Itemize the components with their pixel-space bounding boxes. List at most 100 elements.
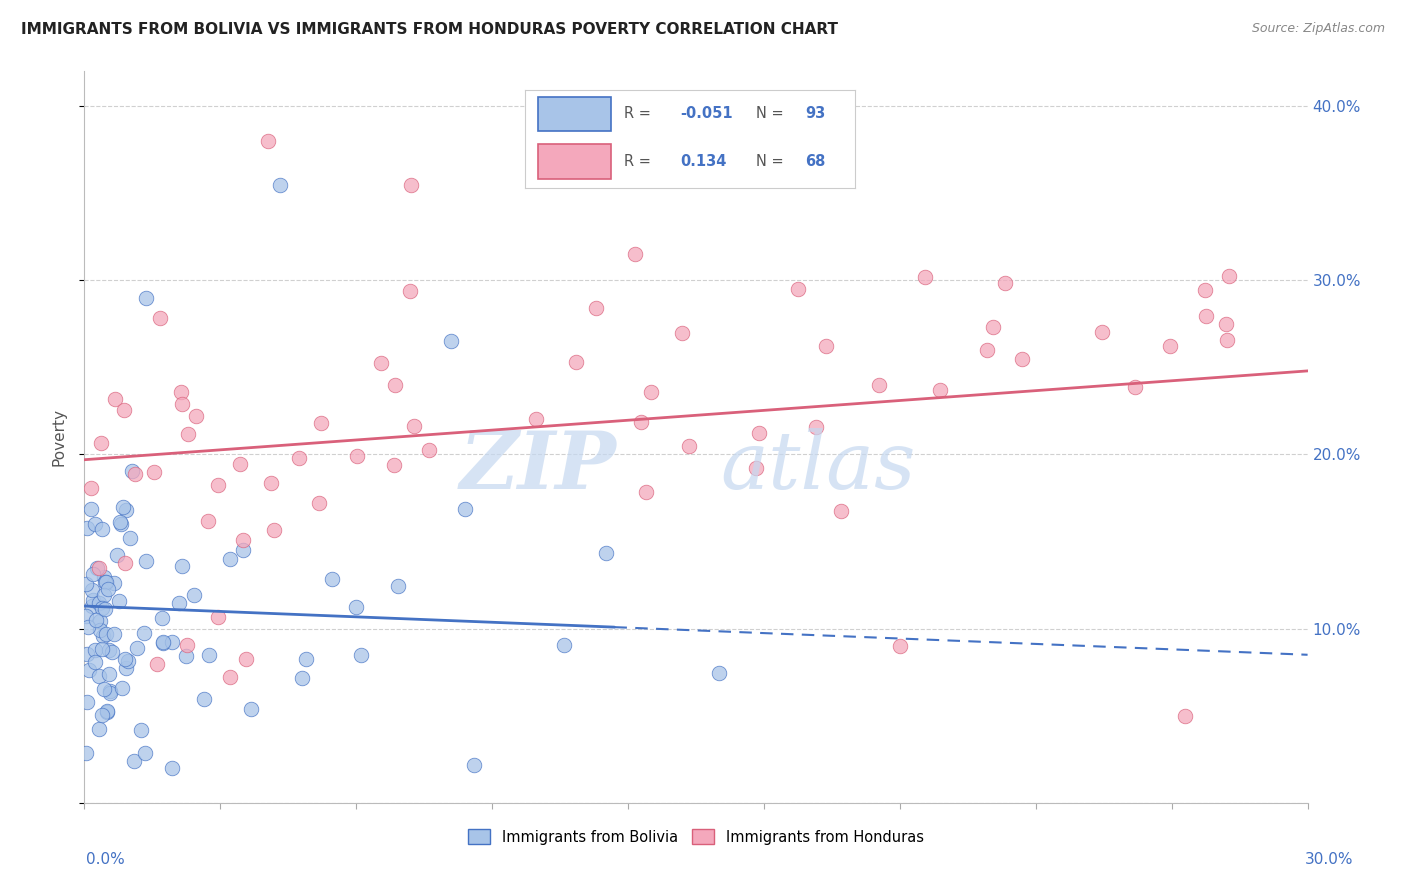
Point <box>124 467 146 482</box>
Point <box>177 427 200 442</box>
Point <box>86 561 108 575</box>
Point <box>976 343 998 358</box>
Point <box>80 481 103 495</box>
Point <box>524 411 547 425</box>
Point <box>149 311 172 326</box>
Point <box>94 574 117 589</box>
Point <box>218 551 240 566</box>
Point <box>308 496 330 510</box>
Point <box>229 458 252 472</box>
Point <box>90 435 112 450</box>
Point <box>745 460 768 475</box>
Point <box>89 623 111 637</box>
Text: 30.0%: 30.0% <box>1305 852 1353 867</box>
Point <box>76 695 98 709</box>
Point <box>232 533 254 547</box>
Point <box>94 627 117 641</box>
Point <box>748 425 770 440</box>
Point <box>160 635 183 649</box>
Point <box>382 458 405 472</box>
Point <box>399 178 422 192</box>
Point <box>184 409 207 424</box>
Point <box>118 531 141 545</box>
Point <box>197 514 219 528</box>
Point <box>981 320 1004 334</box>
Point <box>89 668 111 682</box>
Point <box>454 501 477 516</box>
Point <box>193 692 215 706</box>
Point <box>463 758 485 772</box>
Point <box>709 666 731 681</box>
Point <box>82 599 104 613</box>
Point <box>198 648 221 663</box>
Point <box>1216 333 1239 347</box>
Point <box>1195 309 1218 323</box>
Point <box>1159 339 1181 353</box>
Point <box>91 600 114 615</box>
Point <box>75 746 97 760</box>
Point <box>114 661 136 675</box>
Point <box>678 439 700 453</box>
Point <box>83 655 105 669</box>
Point <box>96 574 118 589</box>
Legend: Immigrants from Bolivia, Immigrants from Honduras: Immigrants from Bolivia, Immigrants from… <box>463 823 929 850</box>
Point <box>636 485 658 500</box>
Point <box>146 657 169 672</box>
Point <box>82 567 104 582</box>
Point <box>129 723 152 737</box>
Point <box>86 613 108 627</box>
Point <box>1091 325 1114 339</box>
Point <box>76 620 98 634</box>
Point <box>207 478 229 492</box>
Point <box>176 638 198 652</box>
Point <box>311 416 333 430</box>
Point <box>232 543 254 558</box>
Point <box>91 641 114 656</box>
Point <box>152 636 174 650</box>
Point <box>75 577 97 591</box>
Point <box>288 450 311 465</box>
Point <box>111 681 134 695</box>
Point <box>1215 317 1237 331</box>
Point <box>112 500 135 514</box>
Point <box>89 561 111 575</box>
Point <box>93 588 115 602</box>
Point <box>93 570 115 584</box>
Point <box>263 523 285 537</box>
Point <box>104 392 127 406</box>
Point <box>89 614 111 628</box>
Point <box>349 648 371 662</box>
Point <box>671 326 693 340</box>
Point <box>804 420 827 434</box>
Point <box>291 671 314 685</box>
Point <box>418 443 440 458</box>
Point <box>402 419 425 434</box>
Point <box>207 610 229 624</box>
Point <box>93 681 115 696</box>
Point <box>257 134 280 148</box>
Point <box>87 596 110 610</box>
Point <box>135 291 157 305</box>
Point <box>142 465 165 479</box>
Point <box>1123 380 1146 394</box>
Text: IMMIGRANTS FROM BOLIVIA VS IMMIGRANTS FROM HONDURAS POVERTY CORRELATION CHART: IMMIGRANTS FROM BOLIVIA VS IMMIGRANTS FR… <box>21 22 838 37</box>
Point <box>80 502 103 516</box>
Point <box>830 504 852 518</box>
Text: ZIP: ZIP <box>460 427 616 505</box>
Point <box>76 521 98 535</box>
Point <box>787 282 810 296</box>
Point <box>928 383 950 397</box>
Point <box>114 556 136 570</box>
Point <box>565 355 588 369</box>
Point <box>91 629 114 643</box>
Point <box>239 702 262 716</box>
Point <box>170 397 193 411</box>
Point <box>76 648 98 662</box>
Point <box>97 582 120 597</box>
Point <box>112 402 135 417</box>
Point <box>167 596 190 610</box>
Point <box>624 247 647 261</box>
Point <box>384 378 406 392</box>
Point <box>132 625 155 640</box>
Point <box>105 548 128 562</box>
